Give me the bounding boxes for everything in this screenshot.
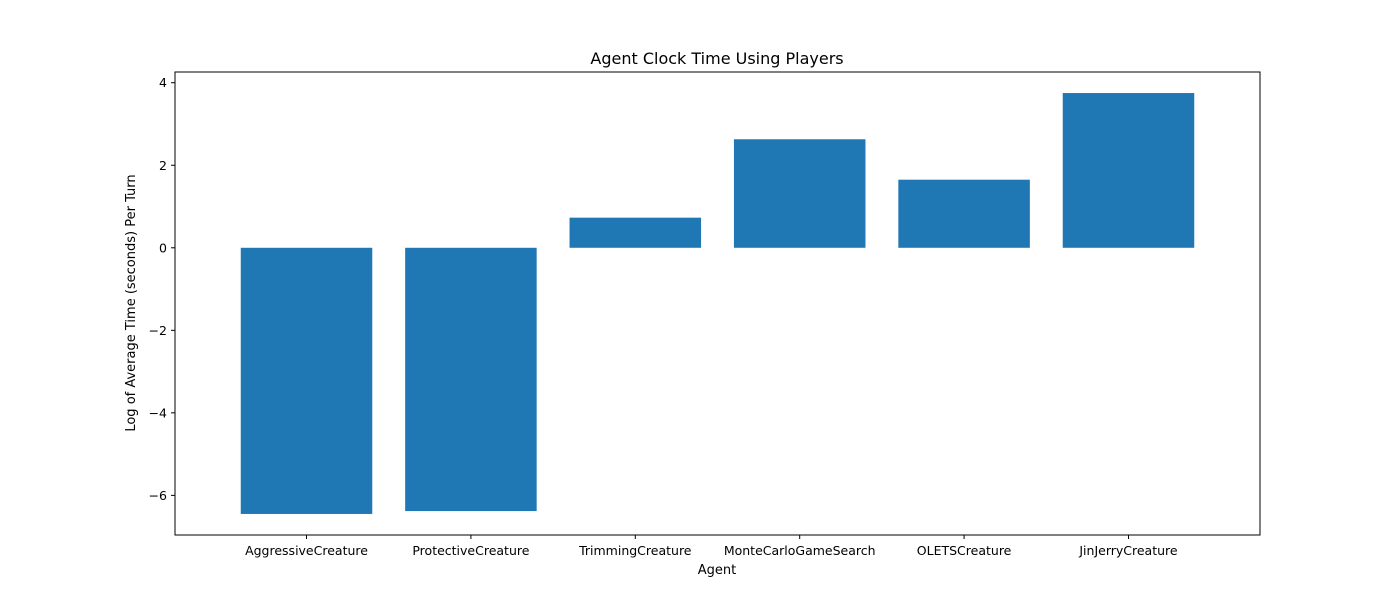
- bar-oletscreature: [898, 179, 1030, 248]
- x-tick-label: AggressiveCreature: [245, 543, 368, 558]
- bars-group: [240, 93, 1195, 514]
- x-tick-label: JinJerryCreature: [1078, 543, 1178, 558]
- y-tick-label: 2: [159, 158, 167, 173]
- y-tick-label: −4: [149, 405, 167, 420]
- y-tick-label: −6: [149, 488, 167, 503]
- x-tick-label: MonteCarloGameSearch: [724, 543, 876, 558]
- x-tick-label: TrimmingCreature: [578, 543, 692, 558]
- bar-jinjerrycreature: [1062, 93, 1195, 248]
- y-axis-title: Log of Average Time (seconds) Per Turn: [124, 174, 139, 431]
- x-axis-ticks: AggressiveCreature ProtectiveCreature Trim…: [245, 535, 1178, 558]
- y-tick-label: 0: [159, 240, 167, 255]
- y-tick-label: −2: [149, 323, 167, 338]
- bar-trimmingcreature: [569, 217, 702, 248]
- chart-title: Agent Clock Time Using Players: [590, 49, 843, 68]
- bar-aggressivecreature: [240, 247, 373, 514]
- x-tick-label: ProtectiveCreature: [412, 543, 529, 558]
- plot-frame: [174, 71, 1261, 536]
- bar-montecarlogamesearch: [733, 139, 866, 248]
- x-axis-title: Agent: [698, 563, 736, 578]
- y-axis-ticks: −6 −4 −2 0 2 4: [149, 75, 175, 503]
- y-tick-label: 4: [159, 75, 167, 90]
- bar-protectivecreature: [405, 247, 537, 512]
- x-tick-label: OLETSCreature: [917, 543, 1012, 558]
